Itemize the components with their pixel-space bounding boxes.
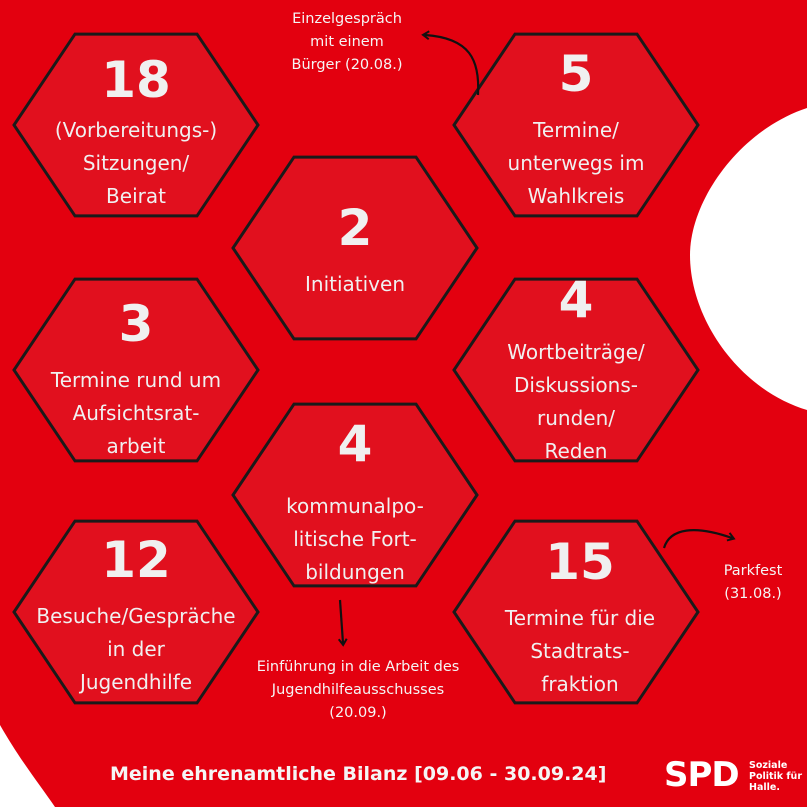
arrow-to-einzelgespraech: [421, 30, 480, 96]
hexagon-number: 2: [337, 199, 373, 257]
hexagon-wortbeitraege: 4 Wortbeiträge/ Diskussions- runden/ Red…: [461, 272, 691, 468]
hexagon-number: 3: [118, 295, 154, 353]
note-jugendhilfe: Einführung in die Arbeit des Jugendhilfe…: [256, 659, 460, 721]
hexagon-label: Termine/ unterwegs im Wahlkreis: [507, 118, 645, 208]
white-circle-shape: [690, 108, 807, 410]
hexagon-shape-initiativen: [231, 155, 479, 341]
hexagon-shape-aufsichtsrat: [12, 277, 260, 463]
spd-logo: SPD: [664, 755, 740, 795]
hexagon-number: 18: [101, 51, 171, 109]
hexagon-label: Initiativen: [305, 272, 405, 296]
spd-claim: Soziale Politik für Halle.: [749, 760, 803, 793]
hexagon-shape-stadtratsfraktion: [452, 519, 700, 705]
hexagon-stadtratsfraktion: 15 Termine für die Stadtrats- fraktion: [465, 534, 695, 701]
hexagon-number: 12: [101, 531, 171, 589]
hexagon-sitzungen: 18 (Vorbereitungs-) Sitzungen/ Beirat: [21, 52, 251, 213]
hexagon-label: (Vorbereitungs-) Sitzungen/ Beirat: [54, 118, 218, 208]
footer-title: Meine ehrenamtliche Bilanz [09.06 - 30.0…: [110, 763, 607, 785]
hexagon-shape-fortbildungen: [231, 402, 479, 588]
hexagon-fortbildungen: 4 kommunalpo- litische Fort- bildungen: [240, 416, 470, 589]
hexagon-number: 4: [337, 415, 373, 473]
arrow-to-parkfest: [662, 529, 736, 549]
hexagon-jugendhilfe: 12 Besuche/Gespräche in der Jugendhilfe: [21, 532, 251, 699]
hexagon-initiativen: 2 Initiativen: [240, 200, 470, 301]
arrow-to-jugendhilfe: [337, 599, 348, 647]
hexagon-shape-sitzungen: [12, 32, 260, 218]
hexagon-number: 4: [558, 271, 594, 329]
hexagon-aufsichtsrat: 3 Termine rund um Aufsichtsrat- arbeit: [21, 296, 251, 463]
hexagon-shape-wortbeitraege: [452, 277, 700, 463]
hexagon-label: Besuche/Gespräche in der Jugendhilfe: [36, 604, 236, 694]
hexagon-number: 5: [558, 45, 594, 103]
hexagon-wahlkreis: 5 Termine/ unterwegs im Wahlkreis: [461, 46, 691, 213]
hexagon-label: kommunalpo- litische Fort- bildungen: [286, 494, 424, 584]
hexagon-label: Wortbeiträge/ Diskussions- runden/ Reden: [507, 340, 645, 463]
hexagon-shape-jugendhilfe: [12, 519, 260, 705]
note-parkfest: Parkfest (31.08.): [723, 563, 783, 602]
hexagon-shape-wahlkreis: [452, 32, 700, 218]
hexagon-label: Termine für die Stadtrats- fraktion: [504, 606, 656, 696]
white-corner-shape: [0, 725, 55, 807]
hexagon-label: Termine rund um Aufsichtsrat- arbeit: [50, 368, 222, 458]
note-einzelgespraech: Einzelgespräch mit einem Bürger (20.08.): [291, 11, 403, 73]
hexagon-number: 15: [545, 533, 615, 591]
